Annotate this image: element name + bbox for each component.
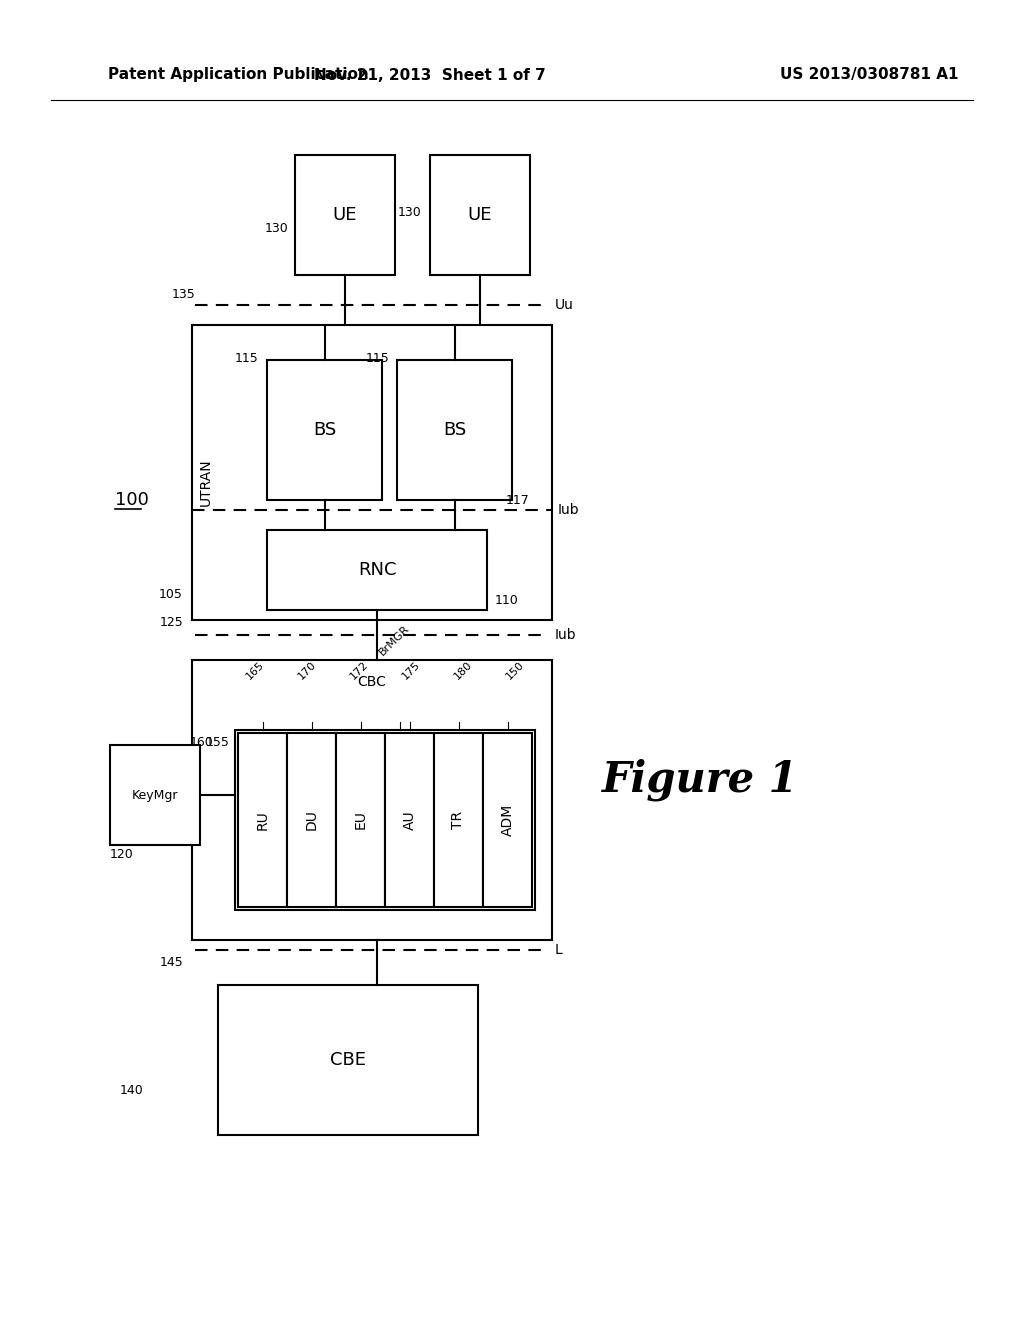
Bar <box>385 733 434 907</box>
Text: 170: 170 <box>297 659 318 681</box>
Text: 130: 130 <box>397 206 421 219</box>
Text: 180: 180 <box>453 659 474 681</box>
Text: 125: 125 <box>160 616 183 630</box>
Text: BrMGR: BrMGR <box>378 623 412 657</box>
Text: 155: 155 <box>206 735 230 748</box>
Text: Figure 1: Figure 1 <box>602 759 799 801</box>
Bar <box>234 730 535 909</box>
Text: BS: BS <box>313 421 336 440</box>
Text: RU: RU <box>256 810 269 830</box>
Text: KeyMgr: KeyMgr <box>132 788 178 801</box>
Text: RNC: RNC <box>357 561 396 579</box>
Bar <box>110 744 200 845</box>
Bar <box>295 154 395 275</box>
Bar <box>193 660 552 940</box>
Text: ADM: ADM <box>501 804 514 836</box>
Bar <box>430 154 530 275</box>
Bar <box>483 733 532 907</box>
Text: 100: 100 <box>115 491 148 510</box>
Bar <box>287 733 336 907</box>
Text: TR: TR <box>452 810 466 829</box>
Text: CBC: CBC <box>357 675 386 689</box>
Text: 130: 130 <box>264 222 288 235</box>
Text: 172: 172 <box>348 659 371 681</box>
Text: UTRAN: UTRAN <box>199 458 213 507</box>
Text: UE: UE <box>468 206 493 224</box>
Text: 140: 140 <box>120 1084 143 1097</box>
Bar <box>434 733 483 907</box>
Text: 115: 115 <box>366 351 389 364</box>
Bar <box>336 733 385 907</box>
Text: 115: 115 <box>234 351 258 364</box>
Text: 145: 145 <box>160 956 183 969</box>
Bar <box>267 360 382 500</box>
Bar <box>397 360 512 500</box>
Text: 150: 150 <box>505 659 526 681</box>
Bar <box>267 531 487 610</box>
Text: CBE: CBE <box>330 1051 366 1069</box>
Bar <box>238 733 287 907</box>
Text: L: L <box>555 942 563 957</box>
Text: 105: 105 <box>159 589 183 602</box>
Bar <box>218 985 478 1135</box>
Text: DU: DU <box>304 809 318 830</box>
Text: AU: AU <box>402 810 417 830</box>
Text: US 2013/0308781 A1: US 2013/0308781 A1 <box>780 67 958 82</box>
Text: EU: EU <box>353 810 368 829</box>
Text: Patent Application Publication: Patent Application Publication <box>108 67 369 82</box>
Text: 120: 120 <box>110 849 134 862</box>
Text: Iub: Iub <box>558 503 580 517</box>
Text: Nov. 21, 2013  Sheet 1 of 7: Nov. 21, 2013 Sheet 1 of 7 <box>314 67 546 82</box>
Text: BS: BS <box>442 421 466 440</box>
Text: Uu: Uu <box>555 298 573 312</box>
Text: Iub: Iub <box>555 628 577 642</box>
Text: 117: 117 <box>506 494 529 507</box>
Text: 135: 135 <box>171 289 195 301</box>
Text: UE: UE <box>333 206 357 224</box>
Bar <box>193 325 552 620</box>
Text: 175: 175 <box>400 659 423 681</box>
Text: 160: 160 <box>190 735 214 748</box>
Text: 165: 165 <box>245 659 266 681</box>
Text: 110: 110 <box>495 594 519 606</box>
